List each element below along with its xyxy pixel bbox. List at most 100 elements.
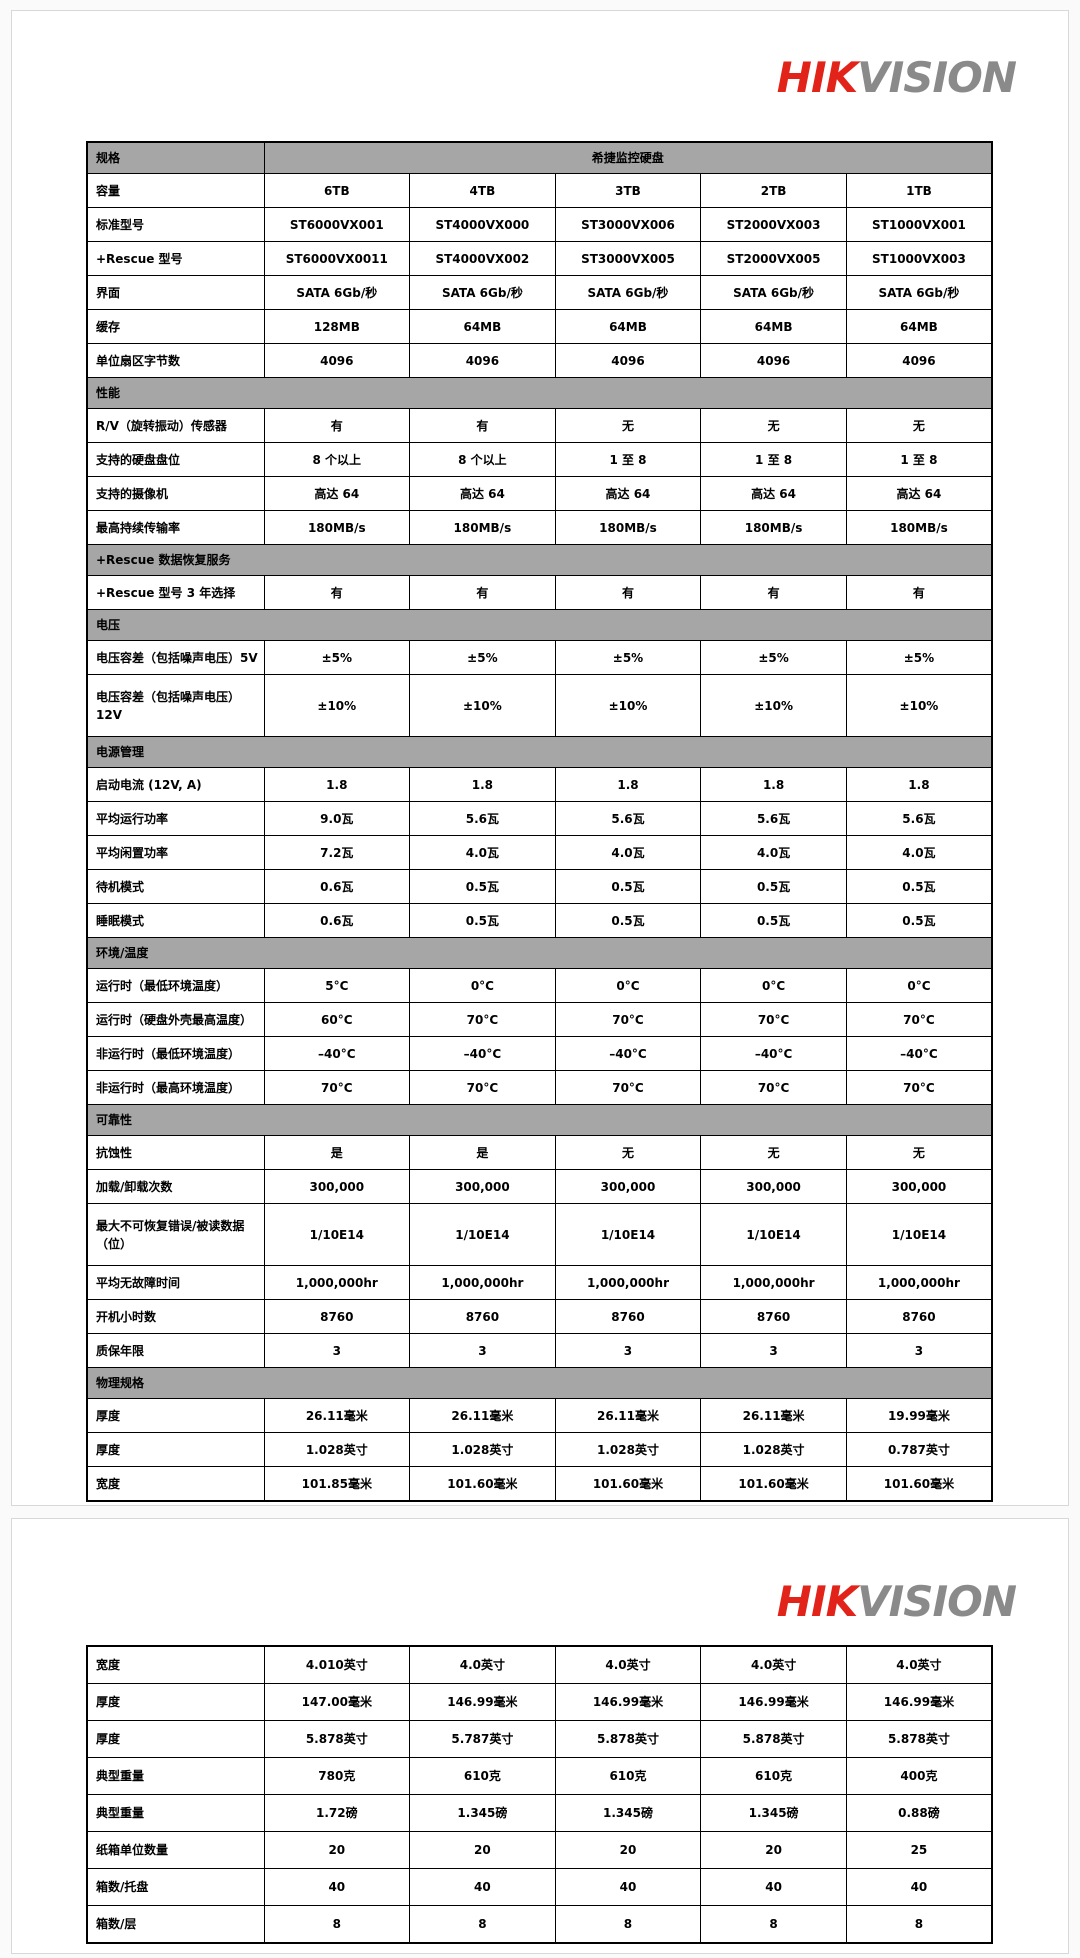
spec-value-cell: 19.99毫米 — [845, 1398, 993, 1433]
table-row: 最大不可恢复错误/被读数据（位） 1/10E14 1/10E14 1/10E14 1/1… — [86, 1203, 993, 1266]
section-header-row: 性能 — [86, 377, 993, 409]
spec-value-cell: 64MB — [700, 309, 847, 344]
spec-value-cell: ST3000VX005 — [554, 241, 702, 276]
spec-value-cell: ±5% — [409, 640, 556, 675]
spec-header-title-cell: 希捷监控硬盘 — [263, 141, 993, 174]
spec-value-cell: 1 至 8 — [700, 442, 847, 477]
spec-value-cell: 5.878英寸 — [263, 1720, 411, 1758]
spec-value-cell: ST2000VX003 — [700, 207, 847, 242]
spec-label-cell: 宽度 — [86, 1645, 265, 1684]
spec-label-cell: 平均无故障时间 — [86, 1265, 265, 1300]
table-row: 加载/卸载次数 300,000 300,000 300,000 300,000 300,0… — [86, 1169, 993, 1204]
spec-value-cell: 180MB/s — [554, 510, 702, 545]
spec-value-cell: 40 — [845, 1868, 993, 1906]
table-row: 启动电流 (12V, A) 1.8 1.8 1.8 1.8 1.8 — [86, 767, 993, 802]
spec-value-cell: 0°C — [409, 968, 556, 1003]
hikvision-logo-hik: HIK — [776, 1577, 858, 1626]
spec-value-cell: –40°C — [409, 1036, 556, 1071]
spec-value-cell: 70°C — [554, 1070, 702, 1105]
spec-value-cell: 3 — [409, 1333, 556, 1368]
spec-label-cell: 箱数/层 — [86, 1905, 265, 1944]
section-header-row: +Rescue 数据恢复服务 — [86, 544, 993, 576]
spec-value-cell: 70°C — [700, 1002, 847, 1037]
spec-value-cell: –40°C — [263, 1036, 411, 1071]
spec-value-cell: 无 — [554, 1135, 702, 1170]
spec-value-cell: 146.99毫米 — [845, 1683, 993, 1721]
spec-value-cell: 64MB — [554, 309, 702, 344]
spec-value-cell: 无 — [700, 1135, 847, 1170]
spec-value-cell: ST2000VX005 — [700, 241, 847, 276]
spec-value-cell: ST4000VX000 — [409, 207, 556, 242]
table-row: 支持的摄像机 高达 64 高达 64 高达 64 高达 64 高达 64 — [86, 476, 993, 511]
spec-value-cell: 无 — [700, 408, 847, 443]
spec-header-label-cell: 规格 — [86, 141, 265, 174]
table-row: 箱数/托盘 40 40 40 40 40 — [86, 1868, 993, 1906]
spec-label-cell: 标准型号 — [86, 207, 265, 242]
table-row: 容量 6TB 4TB 3TB 2TB 1TB — [86, 173, 993, 208]
spec-value-cell: 8 — [554, 1905, 702, 1944]
spec-label-cell: 平均运行功率 — [86, 801, 265, 836]
spec-value-cell: 1/10E14 — [845, 1203, 993, 1266]
spec-value-cell: 4.0英寸 — [409, 1645, 556, 1684]
spec-label-cell: 厚度 — [86, 1720, 265, 1758]
table-row: 箱数/层 8 8 8 8 8 — [86, 1905, 993, 1944]
section-header-row: 物理规格 — [86, 1367, 993, 1399]
spec-label-cell: 典型重量 — [86, 1794, 265, 1832]
spec-label-cell: 非运行时（最低环境温度） — [86, 1036, 265, 1071]
spec-value-cell: 3 — [845, 1333, 993, 1368]
section-header-cell: 电源管理 — [86, 736, 993, 768]
table-row: 待机模式 0.6瓦 0.5瓦 0.5瓦 0.5瓦 0.5瓦 — [86, 869, 993, 904]
spec-value-cell: ST6000VX0011 — [263, 241, 411, 276]
spec-value-cell: 300,000 — [845, 1169, 993, 1204]
spec-value-cell: 9.0瓦 — [263, 801, 411, 836]
spec-value-cell: 0.5瓦 — [409, 903, 556, 938]
spec-label-cell: 非运行时（最高环境温度） — [86, 1070, 265, 1105]
spec-value-cell: 20 — [554, 1831, 702, 1869]
spec-value-cell: 610克 — [409, 1757, 556, 1795]
spec-value-cell: 4.0英寸 — [554, 1645, 702, 1684]
spec-value-cell: 8 — [845, 1905, 993, 1944]
table-row: 单位扇区字节数 4096 4096 4096 4096 4096 — [86, 343, 993, 378]
spec-value-cell: 8760 — [554, 1299, 702, 1334]
spec-value-cell: 300,000 — [554, 1169, 702, 1204]
spec-label-cell: 纸箱单位数量 — [86, 1831, 265, 1869]
spec-label-cell: +Rescue 型号 — [86, 241, 265, 276]
spec-value-cell: 7.2瓦 — [263, 835, 411, 870]
table-row: +Rescue 型号 3 年选择有有有有有 — [86, 575, 993, 610]
spec-value-cell: 5.878英寸 — [554, 1720, 702, 1758]
spec-value-cell: 1.8 — [409, 767, 556, 802]
spec-value-cell: 8 个以上 — [263, 442, 411, 477]
spec-value-cell: 5.6瓦 — [845, 801, 993, 836]
spec-value-cell: 1,000,000hr — [700, 1265, 847, 1300]
spec-label-cell: 单位扇区字节数 — [86, 343, 265, 378]
table-row: +Rescue 型号 ST6000VX0011 ST4000VX002 ST3000V… — [86, 241, 993, 276]
spec-value-cell: 5.6瓦 — [554, 801, 702, 836]
spec-value-cell: 高达 64 — [263, 476, 411, 511]
spec-label-cell: 支持的硬盘盘位 — [86, 442, 265, 477]
spec-value-cell: ST4000VX002 — [409, 241, 556, 276]
table-row: 开机小时数 8760 8760 8760 8760 8760 — [86, 1299, 993, 1334]
spec-value-cell: SATA 6Gb/秒 — [263, 275, 411, 310]
spec-value-cell: 1.72磅 — [263, 1794, 411, 1832]
spec-value-cell: 8 — [700, 1905, 847, 1944]
spec-value-cell: 8760 — [700, 1299, 847, 1334]
spec-value-cell: 70°C — [845, 1002, 993, 1037]
spec-value-cell: 70°C — [554, 1002, 702, 1037]
spec-value-cell: 有 — [554, 575, 702, 610]
spec-value-cell: 1/10E14 — [263, 1203, 411, 1266]
spec-value-cell: 5.878英寸 — [845, 1720, 993, 1758]
spec-value-cell: 0.88磅 — [845, 1794, 993, 1832]
spec-value-cell: 高达 64 — [554, 476, 702, 511]
spec-value-cell: 0.5瓦 — [554, 869, 702, 904]
table-row: 电压容差（包括噪声电压）5V ±5% ±5% ±5% ±5% ±5% — [86, 640, 993, 675]
spec-value-cell: 610克 — [700, 1757, 847, 1795]
spec-value-cell: 1 至 8 — [554, 442, 702, 477]
spec-label-cell: 箱数/托盘 — [86, 1868, 265, 1906]
table-row: 平均闲置功率 7.2瓦 4.0瓦 4.0瓦 4.0瓦 4.0瓦 — [86, 835, 993, 870]
spec-value-cell: 60°C — [263, 1002, 411, 1037]
table-row: 厚度 147.00毫米 146.99毫米 146.99毫米 146.99毫米 146.99… — [86, 1683, 993, 1721]
table-row: 睡眠模式 0.6瓦 0.5瓦 0.5瓦 0.5瓦 0.5瓦 — [86, 903, 993, 938]
spec-value-cell: 1/10E14 — [409, 1203, 556, 1266]
table-row: 非运行时（最低环境温度） –40°C –40°C –40°C –40°C –40°C — [86, 1036, 993, 1071]
spec-value-cell: 300,000 — [409, 1169, 556, 1204]
